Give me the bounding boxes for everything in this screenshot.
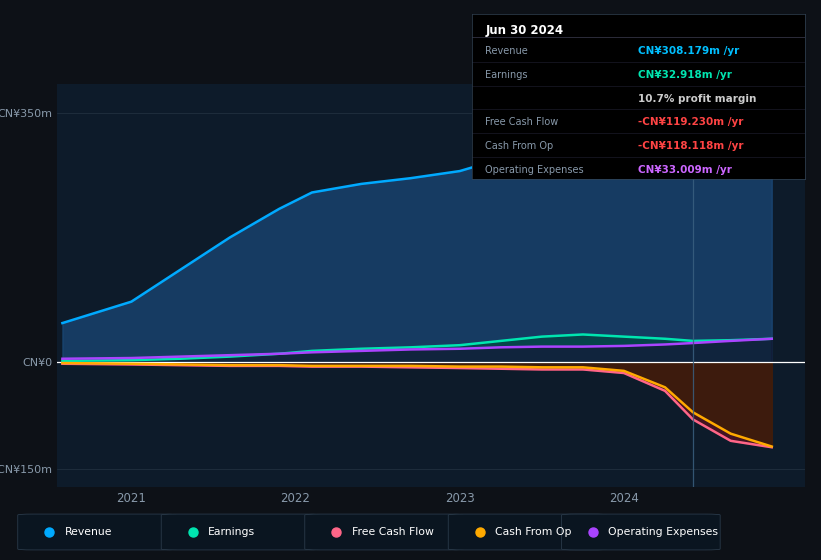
FancyBboxPatch shape bbox=[161, 514, 320, 550]
FancyBboxPatch shape bbox=[562, 514, 720, 550]
Text: Cash From Op: Cash From Op bbox=[495, 527, 571, 537]
Text: 10.7% profit margin: 10.7% profit margin bbox=[639, 94, 757, 104]
Text: Revenue: Revenue bbox=[65, 527, 112, 537]
Text: Revenue: Revenue bbox=[485, 46, 528, 57]
Text: Earnings: Earnings bbox=[485, 70, 528, 80]
Text: Operating Expenses: Operating Expenses bbox=[485, 165, 584, 175]
Text: CN¥308.179m /yr: CN¥308.179m /yr bbox=[639, 46, 740, 57]
Text: CN¥33.009m /yr: CN¥33.009m /yr bbox=[639, 165, 732, 175]
Text: -CN¥118.118m /yr: -CN¥118.118m /yr bbox=[639, 141, 744, 151]
FancyBboxPatch shape bbox=[448, 514, 607, 550]
Text: Cash From Op: Cash From Op bbox=[485, 141, 553, 151]
FancyBboxPatch shape bbox=[18, 514, 177, 550]
Text: Jun 30 2024: Jun 30 2024 bbox=[485, 24, 563, 37]
Text: Earnings: Earnings bbox=[208, 527, 255, 537]
Text: Free Cash Flow: Free Cash Flow bbox=[485, 118, 558, 127]
Text: Free Cash Flow: Free Cash Flow bbox=[351, 527, 433, 537]
Text: -CN¥119.230m /yr: -CN¥119.230m /yr bbox=[639, 118, 744, 127]
FancyBboxPatch shape bbox=[305, 514, 463, 550]
Text: Operating Expenses: Operating Expenses bbox=[608, 527, 718, 537]
Text: CN¥32.918m /yr: CN¥32.918m /yr bbox=[639, 70, 732, 80]
